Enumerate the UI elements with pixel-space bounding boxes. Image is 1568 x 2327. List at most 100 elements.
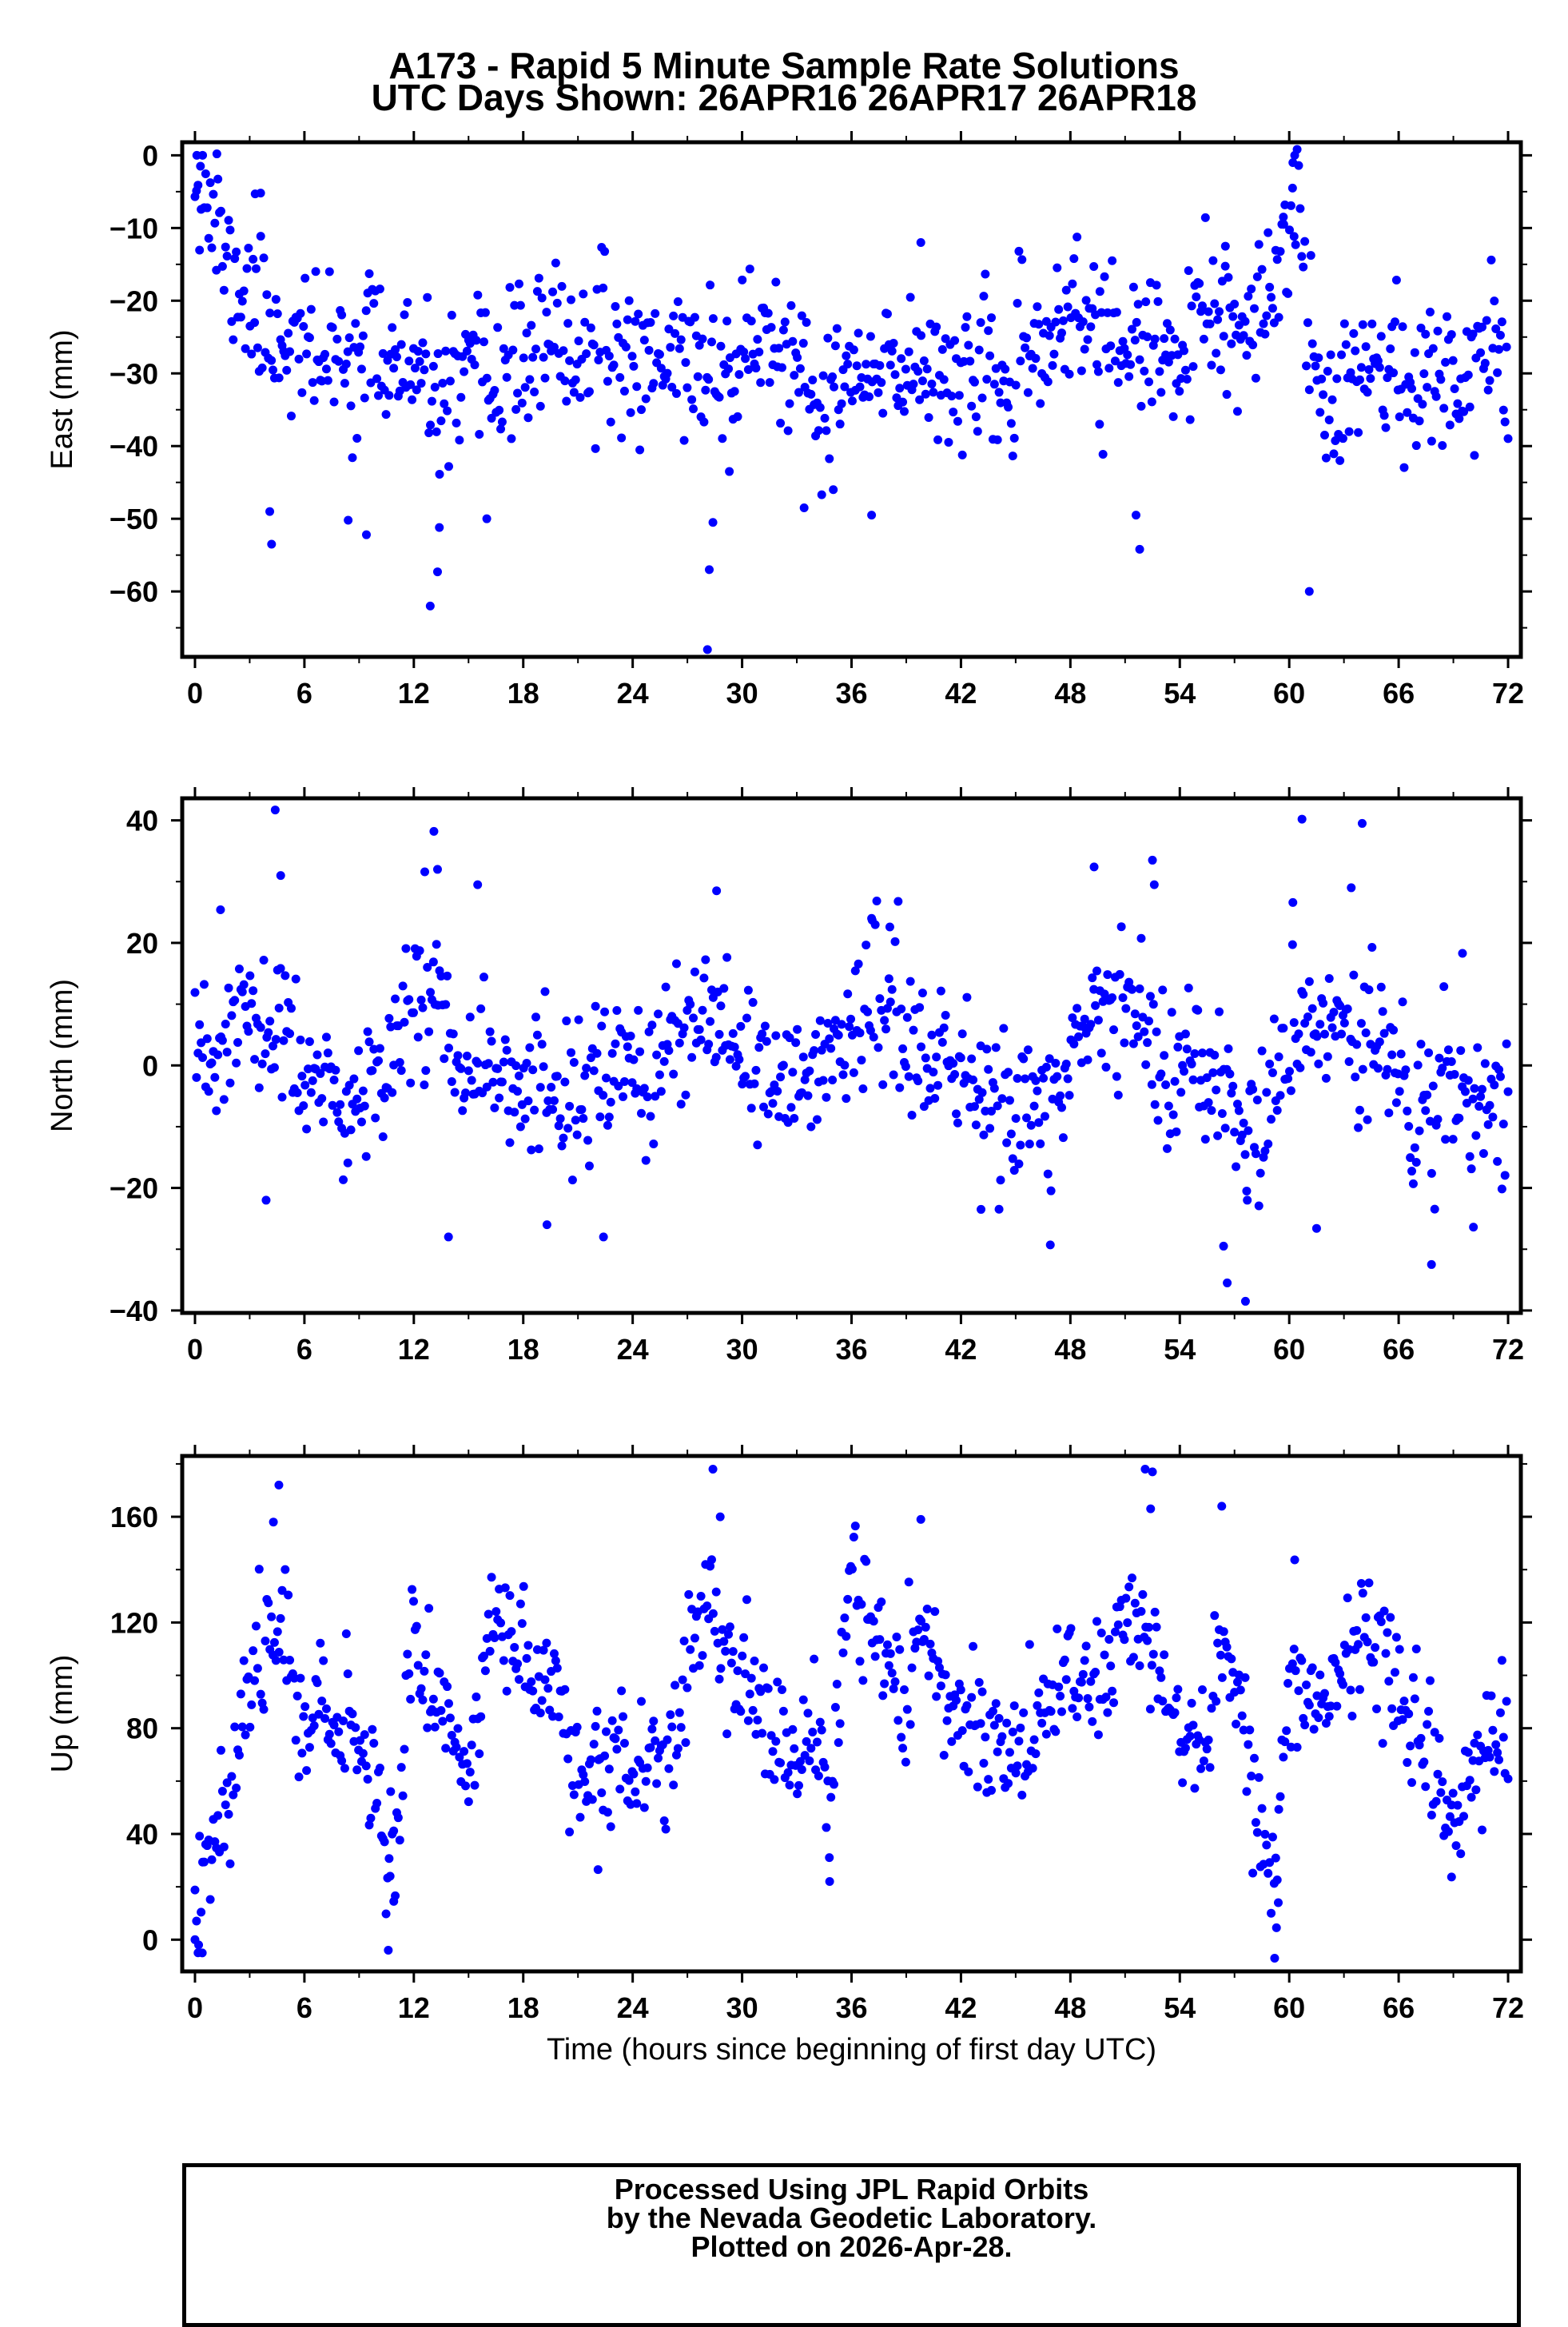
data-point: [324, 267, 334, 276]
data-point: [1013, 1074, 1022, 1084]
data-point: [728, 1647, 738, 1657]
data-point: [1031, 1749, 1041, 1759]
data-point: [291, 974, 300, 984]
data-point: [1272, 1875, 1282, 1884]
data-point: [1311, 361, 1320, 371]
data-point: [1239, 1725, 1248, 1735]
data-point: [435, 523, 444, 532]
data-point: [806, 389, 816, 399]
data-point: [762, 1036, 771, 1046]
data-point: [1471, 1131, 1481, 1140]
data-point: [361, 306, 371, 316]
x-tick-label: 6: [296, 677, 312, 710]
data-point: [1441, 357, 1451, 367]
data-point: [1170, 1708, 1180, 1717]
data-point: [1037, 1718, 1047, 1728]
data-point: [537, 1040, 547, 1049]
data-point: [652, 1050, 662, 1060]
data-point: [603, 376, 612, 386]
data-point: [1285, 225, 1295, 235]
data-point: [1143, 1636, 1152, 1645]
data-point: [1017, 1790, 1027, 1800]
data-point: [1436, 375, 1446, 384]
data-point: [1455, 1113, 1464, 1123]
data-point: [1290, 1555, 1299, 1565]
data-point: [1474, 1101, 1484, 1111]
x-tick-label: 18: [507, 677, 539, 710]
data-point: [791, 1038, 801, 1048]
data-point: [778, 325, 788, 335]
data-point: [1297, 252, 1307, 261]
data-point: [850, 1522, 860, 1531]
data-point: [1031, 1076, 1041, 1085]
data-point: [552, 1072, 562, 1081]
data-point: [549, 1096, 559, 1105]
data-point: [1381, 423, 1391, 432]
data-point: [1147, 1661, 1156, 1670]
data-point: [875, 360, 885, 370]
data-point: [776, 1072, 786, 1082]
data-point: [1415, 1126, 1424, 1136]
data-point: [1458, 949, 1467, 958]
data-point: [847, 1565, 857, 1574]
data-point: [1346, 1685, 1355, 1695]
data-point: [714, 1674, 724, 1684]
data-point: [1135, 544, 1144, 554]
data-point: [973, 1782, 982, 1792]
data-point: [895, 384, 905, 393]
data-point: [832, 1680, 842, 1689]
east-chart: 0 6 12 18 24 30 36 42 48 54 60 66 720−10−20−30−40−50…: [46, 131, 1532, 710]
data-point: [778, 1060, 788, 1070]
data-point: [294, 1772, 304, 1782]
data-point: [1170, 1076, 1180, 1086]
data-point: [676, 335, 686, 344]
data-point: [332, 1108, 342, 1117]
data-point: [950, 1070, 960, 1080]
data-point: [530, 1105, 539, 1115]
data-point: [1384, 1108, 1394, 1118]
data-point: [341, 1629, 351, 1638]
data-point: [1227, 339, 1236, 348]
data-point: [1013, 298, 1022, 308]
data-point: [1250, 1753, 1260, 1763]
data-point: [531, 1012, 541, 1022]
data-point: [979, 1130, 989, 1140]
data-point: [1447, 1872, 1456, 1882]
data-point: [1456, 1046, 1466, 1056]
data-point: [1004, 1779, 1013, 1788]
data-point: [788, 1724, 798, 1734]
data-point: [293, 1691, 302, 1700]
data-point: [1407, 1167, 1417, 1176]
data-point: [698, 334, 707, 344]
data-point: [950, 336, 960, 345]
data-point: [1045, 1054, 1054, 1064]
data-point: [699, 417, 709, 427]
data-point: [549, 343, 559, 352]
data-point: [1152, 1622, 1161, 1632]
data-point: [964, 340, 973, 350]
data-point: [1486, 255, 1496, 265]
data-point: [684, 1589, 694, 1599]
data-point: [1192, 292, 1201, 302]
data-point: [743, 985, 753, 995]
data-point: [302, 349, 312, 359]
data-point: [1488, 1112, 1498, 1122]
data-point: [1005, 1748, 1014, 1757]
data-point: [519, 353, 528, 363]
data-point: [1315, 408, 1325, 417]
data-point: [565, 1101, 575, 1111]
data-point: [535, 1083, 545, 1092]
data-point: [1256, 1168, 1265, 1178]
data-point: [579, 1114, 588, 1124]
data-point: [718, 1625, 727, 1634]
data-point: [440, 1054, 449, 1064]
data-point: [904, 347, 913, 356]
data-point: [746, 1104, 756, 1113]
data-point: [1424, 1706, 1434, 1716]
data-point: [1200, 1135, 1210, 1144]
x-tick-label: 72: [1492, 1991, 1524, 2024]
data-point: [730, 1042, 739, 1052]
data-point: [1049, 349, 1059, 359]
data-point: [363, 1027, 372, 1036]
y-tick-label: 0: [142, 1049, 158, 1082]
